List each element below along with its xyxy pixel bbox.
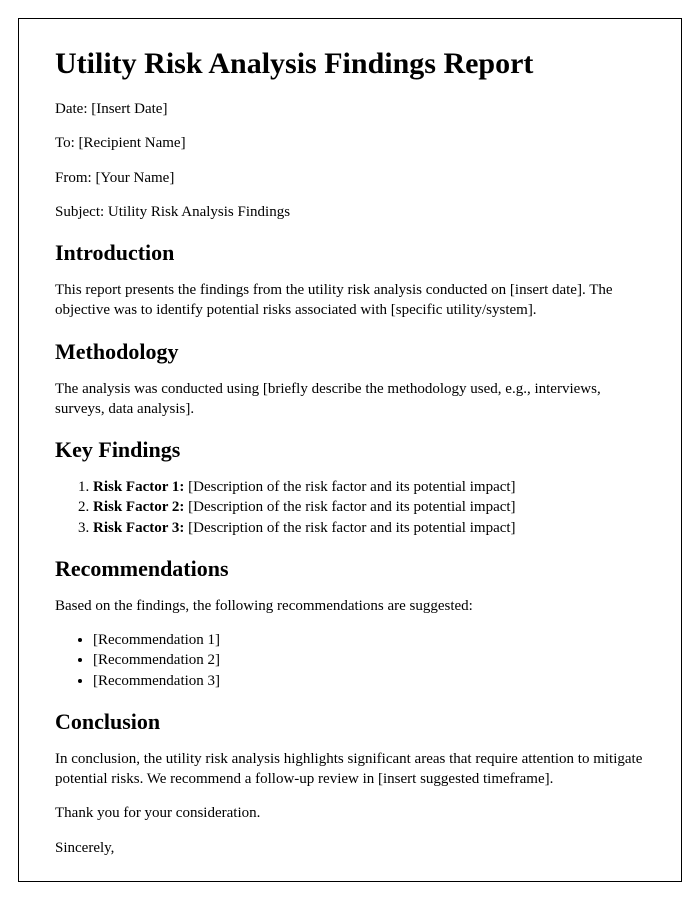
findings-item-label: Risk Factor 2: <box>93 499 188 515</box>
section-body-methodology: The analysis was conducted using [briefl… <box>55 379 645 420</box>
page-title: Utility Risk Analysis Findings Report <box>55 47 645 81</box>
section-heading-recommendations: Recommendations <box>55 556 645 582</box>
meta-subject-label: Subject: <box>55 204 108 220</box>
findings-item-label: Risk Factor 3: <box>93 520 188 536</box>
meta-to-value: [Recipient Name] <box>79 135 186 151</box>
document-page: Utility Risk Analysis Findings Report Da… <box>18 18 682 882</box>
meta-from-label: From: <box>55 170 95 186</box>
recommendations-list: [Recommendation 1] [Recommendation 2] [R… <box>93 630 645 691</box>
section-body-introduction: This report presents the findings from t… <box>55 280 645 321</box>
meta-date: Date: [Insert Date] <box>55 99 645 119</box>
recommendations-item: [Recommendation 1] <box>93 630 645 650</box>
meta-from: From: [Your Name] <box>55 168 645 188</box>
findings-item-desc: [Description of the risk factor and its … <box>188 479 515 495</box>
findings-item-desc: [Description of the risk factor and its … <box>188 520 515 536</box>
signoff-line: Sincerely, <box>55 838 645 858</box>
thanks-line: Thank you for your consideration. <box>55 803 645 823</box>
findings-item: Risk Factor 2: [Description of the risk … <box>93 497 645 517</box>
recommendations-item: [Recommendation 3] <box>93 671 645 691</box>
meta-date-value: [Insert Date] <box>91 101 167 117</box>
meta-subject-value: Utility Risk Analysis Findings <box>108 204 290 220</box>
findings-item-label: Risk Factor 1: <box>93 479 188 495</box>
meta-from-value: [Your Name] <box>95 170 174 186</box>
section-body-conclusion: In conclusion, the utility risk analysis… <box>55 749 645 790</box>
meta-to: To: [Recipient Name] <box>55 133 645 153</box>
findings-list: Risk Factor 1: [Description of the risk … <box>93 477 645 538</box>
section-heading-conclusion: Conclusion <box>55 709 645 735</box>
findings-item: Risk Factor 3: [Description of the risk … <box>93 518 645 538</box>
meta-to-label: To: <box>55 135 79 151</box>
findings-item-desc: [Description of the risk factor and its … <box>188 499 515 515</box>
meta-subject: Subject: Utility Risk Analysis Findings <box>55 202 645 222</box>
findings-item: Risk Factor 1: [Description of the risk … <box>93 477 645 497</box>
meta-date-label: Date: <box>55 101 91 117</box>
section-heading-introduction: Introduction <box>55 240 645 266</box>
section-heading-findings: Key Findings <box>55 437 645 463</box>
section-heading-methodology: Methodology <box>55 339 645 365</box>
recommendations-intro: Based on the findings, the following rec… <box>55 596 645 616</box>
recommendations-item: [Recommendation 2] <box>93 650 645 670</box>
